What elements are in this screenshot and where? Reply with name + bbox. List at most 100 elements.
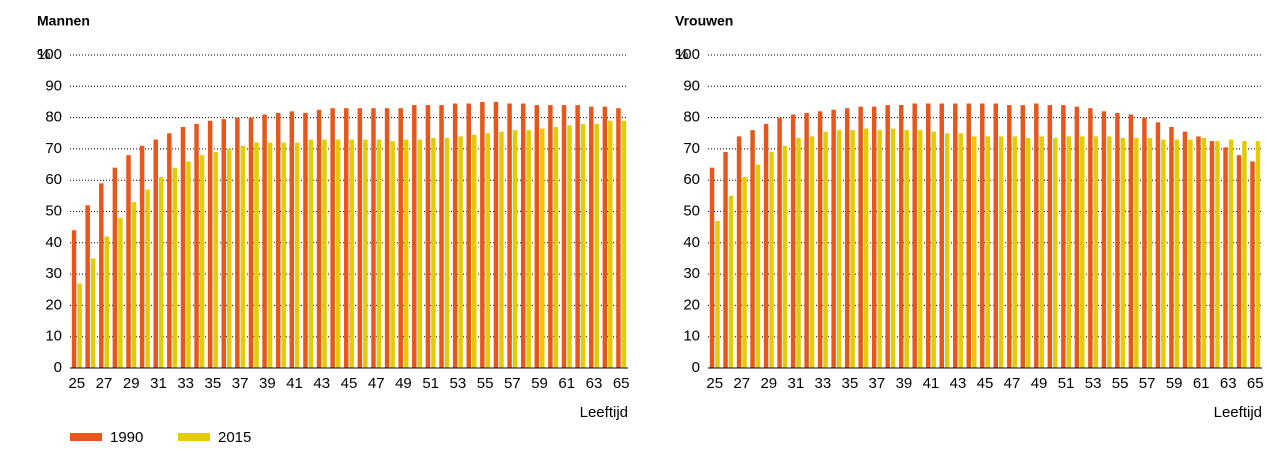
x-tick-label: 45 xyxy=(977,375,994,392)
bar xyxy=(1039,136,1045,368)
bar xyxy=(77,283,82,368)
bar xyxy=(357,108,363,369)
bar xyxy=(295,142,300,368)
x-tick-label: 33 xyxy=(815,375,832,392)
x-tick-label: 47 xyxy=(1004,375,1021,392)
bar xyxy=(1047,105,1053,368)
bar xyxy=(616,108,621,369)
bar xyxy=(227,148,232,368)
bar xyxy=(1169,126,1174,369)
bar xyxy=(953,103,958,368)
bar xyxy=(1182,131,1188,368)
bar xyxy=(281,142,286,368)
bar xyxy=(1020,105,1026,368)
x-tick-label: 59 xyxy=(531,375,548,392)
bar xyxy=(425,105,431,368)
y-tick-label: 20 xyxy=(683,296,700,313)
x-tick-label: 35 xyxy=(205,375,222,392)
x-tick-label: 57 xyxy=(504,375,521,392)
bar xyxy=(99,183,104,368)
bar xyxy=(85,205,90,368)
bar xyxy=(985,136,990,368)
y-tick-label: 0 xyxy=(692,359,700,376)
bar xyxy=(742,177,747,368)
bar xyxy=(1107,136,1112,368)
bar xyxy=(1255,141,1261,368)
y-tick-label: 60 xyxy=(683,171,700,188)
bar xyxy=(1250,161,1255,368)
x-axis-label: Leeftijd xyxy=(580,404,628,421)
bar xyxy=(158,177,164,368)
x-tick-label: 29 xyxy=(760,375,777,392)
bar xyxy=(131,202,137,368)
bar xyxy=(809,136,815,368)
legend-label: 2015 xyxy=(218,429,251,446)
x-tick-label: 37 xyxy=(869,375,886,392)
bar xyxy=(507,103,512,368)
bar xyxy=(877,130,882,368)
bar xyxy=(769,152,774,368)
bar xyxy=(1223,147,1228,368)
bar xyxy=(180,126,186,369)
bar xyxy=(1101,111,1107,368)
bar xyxy=(499,131,504,368)
bar xyxy=(1066,136,1072,368)
bar xyxy=(1061,105,1066,368)
bar xyxy=(863,128,869,368)
x-tick-label: 31 xyxy=(787,375,804,392)
bar xyxy=(1088,108,1093,369)
bar xyxy=(458,136,463,368)
y-tick-label: 90 xyxy=(683,77,700,94)
bar xyxy=(118,217,123,368)
bar xyxy=(999,136,1004,368)
bar xyxy=(912,103,917,368)
x-tick-label: 65 xyxy=(613,375,630,392)
bar xyxy=(466,103,471,368)
bar xyxy=(553,126,559,369)
bar xyxy=(235,117,240,368)
bar xyxy=(817,111,823,368)
bar xyxy=(275,112,281,368)
bar xyxy=(898,105,904,368)
x-tick-label: 61 xyxy=(1193,375,1210,392)
x-tick-label: 65 xyxy=(1247,375,1264,392)
y-tick-label: 50 xyxy=(683,202,700,219)
bar xyxy=(1007,105,1012,368)
bar xyxy=(823,131,828,368)
bar xyxy=(444,137,450,368)
bar xyxy=(1196,136,1201,368)
bar xyxy=(526,130,531,368)
y-tick-label: 70 xyxy=(683,140,700,157)
bar xyxy=(1120,137,1126,368)
bar xyxy=(575,105,580,368)
bar xyxy=(755,164,761,368)
bar xyxy=(534,105,540,368)
bar xyxy=(1155,122,1161,368)
x-tick-label: 49 xyxy=(1031,375,1048,392)
x-tick-label: 41 xyxy=(923,375,940,392)
bar xyxy=(71,230,77,368)
bar xyxy=(248,117,254,368)
bar xyxy=(763,123,769,368)
bar xyxy=(262,114,267,368)
bar xyxy=(126,155,131,368)
bar xyxy=(750,130,755,368)
bar xyxy=(939,103,944,368)
bar xyxy=(90,258,96,368)
x-tick-label: 25 xyxy=(68,375,85,392)
bar xyxy=(885,105,890,368)
bar xyxy=(384,108,390,369)
bar xyxy=(925,103,931,368)
bar xyxy=(980,103,985,368)
x-tick-label: 35 xyxy=(842,375,859,392)
x-tick-label: 53 xyxy=(1085,375,1102,392)
x-tick-label: 47 xyxy=(368,375,385,392)
x-tick-label: 27 xyxy=(733,375,750,392)
x-tick-label: 43 xyxy=(950,375,967,392)
x-tick-label: 63 xyxy=(586,375,603,392)
bar xyxy=(153,139,158,368)
x-tick-label: 49 xyxy=(395,375,412,392)
bar xyxy=(1201,137,1207,368)
x-tick-label: 29 xyxy=(123,375,140,392)
y-axis-label: % xyxy=(37,46,50,63)
